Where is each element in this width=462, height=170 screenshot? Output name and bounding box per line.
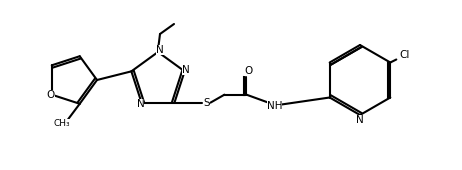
Text: N: N [156,45,164,55]
Text: CH₃: CH₃ [54,119,70,128]
Text: N: N [137,99,145,109]
Text: N: N [182,65,189,75]
Text: Cl: Cl [399,50,409,61]
Text: O: O [244,66,253,76]
Text: NH: NH [267,101,282,111]
Text: S: S [203,98,210,108]
Text: N: N [356,115,364,125]
Text: O: O [47,90,55,100]
